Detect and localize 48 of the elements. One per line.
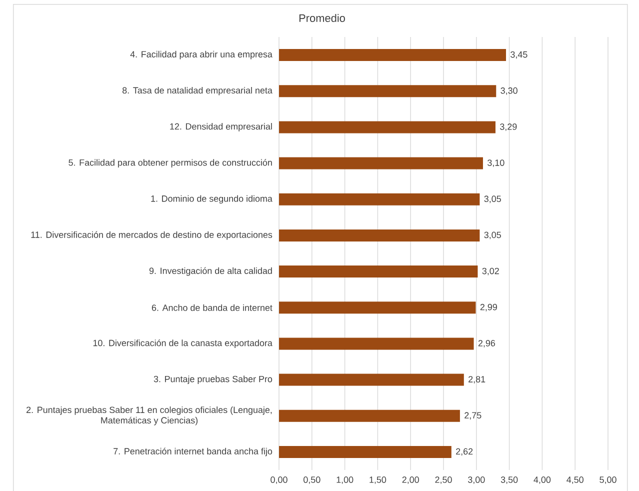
x-tick-label: 3,50 xyxy=(500,476,518,484)
bar xyxy=(279,193,480,206)
bar xyxy=(279,266,478,278)
y-tick-label: 3. Puntaje pruebas Saber Pro xyxy=(154,376,272,384)
x-tick-label: 1,50 xyxy=(370,476,386,484)
data-label: 3,10 xyxy=(488,160,504,167)
x-tick-label: 4,00 xyxy=(534,476,551,484)
bar xyxy=(279,302,476,314)
data-label: 3,02 xyxy=(482,268,499,276)
bar xyxy=(279,157,483,170)
data-label: 3,05 xyxy=(484,232,501,240)
chart-title: Promedio xyxy=(299,14,345,22)
y-tick-label: 8. Tasa de natalidad empresarial neta xyxy=(122,86,272,96)
x-tick-label: 2,00 xyxy=(402,476,419,484)
y-tick-label: 9. Investigación de alta calidad xyxy=(149,267,272,276)
bar xyxy=(279,374,464,386)
x-tick-label: 2,50 xyxy=(435,476,452,484)
data-label: 3,29 xyxy=(500,124,517,131)
x-tick-label: 4,50 xyxy=(566,476,584,484)
y-tick-label: 7. Penetración internet banda ancha fijo xyxy=(114,448,272,456)
bar xyxy=(279,229,480,242)
bar xyxy=(279,446,452,458)
data-label: 2,96 xyxy=(478,340,496,348)
y-tick-label: 11. Diversificación de mercados de destino de exportaciones xyxy=(31,231,272,240)
data-label: 3,05 xyxy=(484,196,501,204)
x-tick-label: 0,00 xyxy=(270,476,288,484)
data-label: 2,75 xyxy=(464,412,482,420)
y-tick-label: 4. Facilidad para abrir una empresa xyxy=(130,50,272,60)
x-tick-label: 3,00 xyxy=(468,476,485,484)
y-tick-label: 5. Facilidad para obtener permisos de construcción xyxy=(68,159,272,168)
data-label: 2,81 xyxy=(468,376,486,384)
y-tick-label: 6. Ancho de banda de internet xyxy=(152,304,272,311)
data-label: 3,30 xyxy=(500,87,518,95)
y-tick-label: 12. Densidad empresarial xyxy=(170,123,272,132)
data-label: 2,62 xyxy=(456,448,473,456)
bar xyxy=(279,338,474,350)
bar xyxy=(279,410,460,422)
y-tick-label: 10. Diversificación de la canasta exportadora xyxy=(93,339,272,348)
data-label: 3,45 xyxy=(510,51,528,59)
x-tick-label: 1,00 xyxy=(336,476,354,484)
data-label: 2,99 xyxy=(480,304,497,312)
bar xyxy=(279,121,496,134)
y-tick-label: 2. Puntajes pruebas Saber 11 en colegios oficiales (Lenguaje, Matemáticas y Ciencias) xyxy=(26,406,272,426)
bar xyxy=(279,85,496,98)
x-tick-label: 5,00 xyxy=(600,476,616,484)
y-tick-label: 1. Dominio de segundo idioma xyxy=(151,195,272,204)
x-tick-label: 0,50 xyxy=(304,476,320,484)
bar xyxy=(279,49,506,62)
